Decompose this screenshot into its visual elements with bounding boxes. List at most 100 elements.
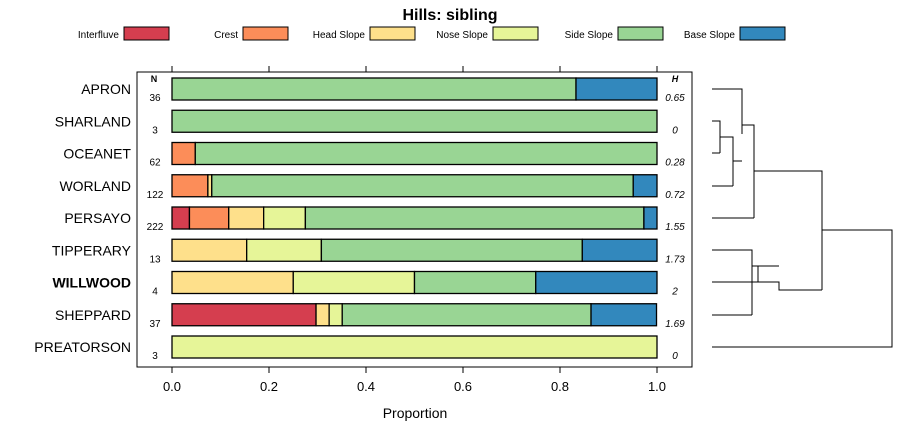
legend-item: Head Slope [313, 26, 416, 41]
bar-segment [228, 206, 265, 230]
legend-swatch [617, 26, 664, 41]
h-value: 0.28 [665, 158, 685, 169]
bar-segment [292, 270, 416, 295]
bar-segment [171, 206, 191, 230]
n-value: 122 [147, 190, 164, 201]
legend-label: Base Slope [684, 30, 736, 41]
n-labels: 36 3 62 122 222 13 4 37 3 [147, 93, 164, 362]
x-axis: 0.0 0.2 0.4 0.6 0.8 1.0 [163, 66, 666, 394]
bar-group [171, 77, 658, 359]
h-value: 0 [672, 125, 678, 136]
dendrogram-branch [712, 88, 743, 134]
chart-title: Hills: sibling [402, 7, 497, 24]
row-label: WILLWOOD [52, 275, 131, 291]
h-value: 1.73 [665, 254, 685, 265]
row-labels: APRON SHARLAND OCEANET WORLAND PERSAYO TIPPER… [34, 81, 131, 355]
n-value: 62 [149, 158, 161, 169]
n-value: 13 [149, 254, 161, 265]
h-value: 0.65 [665, 93, 685, 104]
dendrogram [712, 88, 893, 348]
n-value: 3 [152, 351, 158, 362]
h-value: 0 [672, 351, 678, 362]
bar-segment [315, 303, 330, 327]
n-value: 3 [152, 125, 158, 136]
legend-swatch [739, 26, 786, 41]
bar-segment [246, 238, 323, 262]
x-axis-label: Proportion [383, 405, 448, 421]
legend-item: Nose Slope [436, 26, 539, 41]
bar-segment [211, 174, 634, 198]
bar-segment [328, 303, 343, 327]
row-label: WORLAND [59, 178, 131, 194]
n-value: 222 [147, 222, 164, 233]
bar-segment [171, 109, 658, 133]
x-tick-label: 0.8 [551, 379, 569, 394]
x-tick-label: 0.2 [260, 379, 278, 394]
n-value: 36 [149, 93, 161, 104]
h-value: 2 [671, 287, 678, 298]
legend-item: Crest [214, 26, 289, 41]
bar-segment [341, 303, 592, 327]
row-label: PREATORSON [34, 339, 131, 355]
legend-swatch [242, 26, 289, 41]
legend-swatch [492, 26, 539, 41]
legend-label: Interfluve [78, 30, 120, 41]
h-value: 0.72 [665, 190, 685, 201]
bar-segment [643, 206, 658, 230]
legend-item: Interfluve [78, 26, 170, 41]
bar-segment [581, 238, 658, 262]
bar-segment [171, 238, 248, 262]
x-tick-label: 1.0 [648, 379, 666, 394]
bar-segment [171, 77, 577, 101]
dendrogram-branch [754, 170, 823, 290]
dendrogram-branch [712, 249, 753, 315]
dendrogram-branch [712, 229, 893, 348]
plot-frame [136, 71, 693, 368]
bar-segment [171, 270, 294, 295]
row-label: TIPPERARY [52, 242, 132, 258]
n-column-header: N [151, 74, 158, 84]
h-labels: 0.65 0 0.28 0.72 1.55 1.73 2 1.69 0 [665, 93, 685, 362]
bar-segment [320, 238, 583, 262]
legend-item: Side Slope [565, 26, 664, 41]
bar-segment [304, 206, 645, 230]
legend-label: Side Slope [565, 30, 614, 41]
legend-label: Crest [214, 30, 238, 41]
legend-label: Nose Slope [436, 30, 488, 41]
n-value: 4 [152, 287, 158, 298]
bar-segment [171, 141, 196, 166]
row-label: APRON [81, 81, 131, 97]
legend-item: Base Slope [684, 26, 786, 41]
bar-segment [535, 270, 658, 295]
bar-segment [575, 77, 658, 101]
bar-segment [263, 206, 307, 230]
bar-segment [632, 174, 658, 198]
bar-segment [188, 206, 230, 230]
dendrogram-branch [720, 136, 734, 186]
legend-label: Head Slope [313, 30, 366, 41]
bar-segment [194, 141, 658, 166]
dendrogram-branch [752, 281, 822, 291]
h-value: 1.69 [665, 319, 685, 330]
h-column-header: H [672, 74, 679, 84]
n-value: 37 [149, 319, 161, 330]
bar-segment [171, 335, 658, 359]
bar-segment [171, 303, 317, 327]
legend: Interfluve Crest Head Slope Nose Slope Side … [78, 26, 786, 41]
row-label: PERSAYO [64, 210, 131, 226]
bar-segment [171, 174, 209, 198]
x-tick-label: 0.6 [454, 379, 472, 394]
dendrogram-branch [712, 120, 721, 153]
x-tick-label: 0.4 [357, 379, 375, 394]
bar-segment [590, 303, 658, 327]
dendrogram-branch [712, 266, 759, 283]
dendrogram-branch [742, 124, 755, 218]
legend-swatch [123, 26, 170, 41]
row-label: SHEPPARD [55, 307, 131, 323]
legend-swatch [369, 26, 416, 41]
bar-segment [413, 270, 537, 295]
row-label: SHARLAND [55, 113, 131, 129]
h-value: 1.55 [665, 222, 685, 233]
row-label: OCEANET [63, 146, 131, 162]
